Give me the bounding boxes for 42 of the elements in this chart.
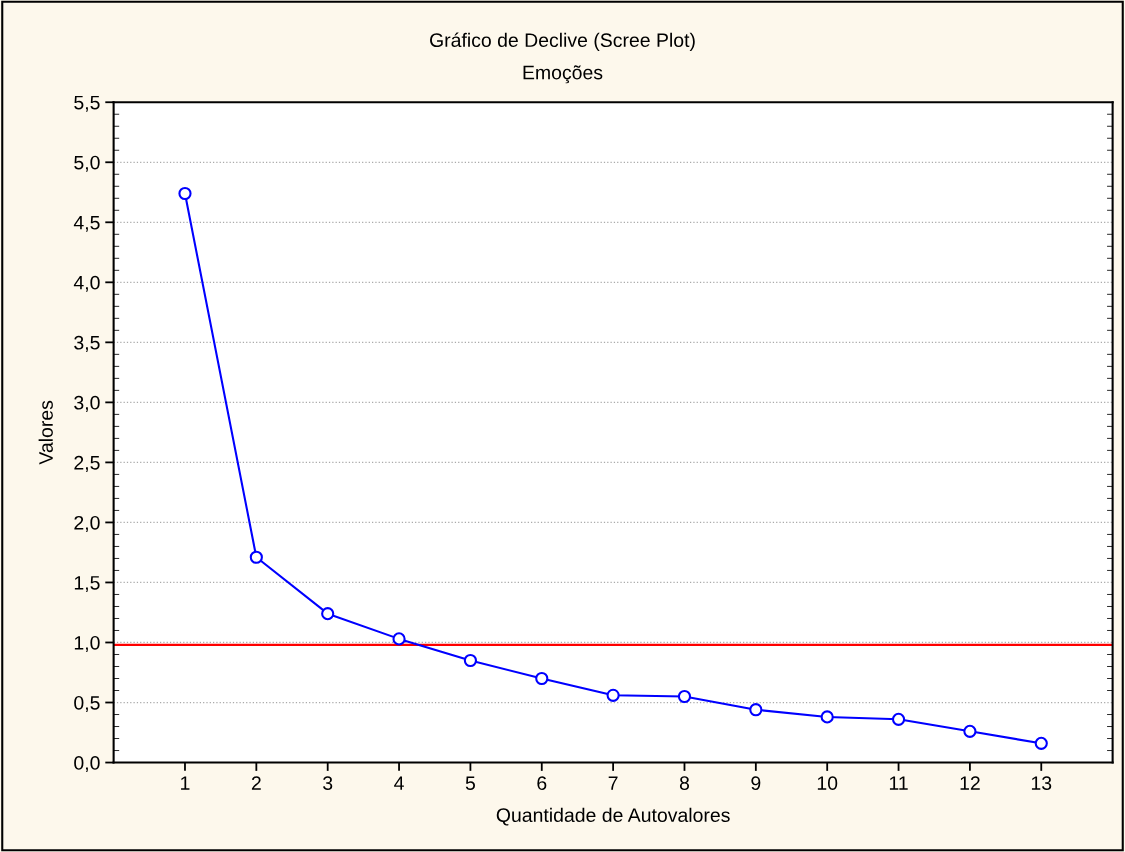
point: [963, 724, 977, 738]
x-tick-label: 12: [960, 776, 980, 790]
y-tick-label: 3,0: [74, 395, 100, 412]
point: [677, 689, 692, 704]
x-axis-title: Quantidade de Autovalores: [496, 807, 730, 826]
x-tick-label: 8: [679, 776, 690, 791]
x-tick-label: 3: [323, 776, 333, 791]
y-tick-label: 2,5: [74, 455, 100, 472]
point: [749, 703, 763, 717]
chart-subtitle: Emoções: [523, 65, 603, 84]
x-tick-label: 7: [608, 776, 618, 790]
x-tick-label: 10: [817, 776, 838, 791]
y-tick-label: 4,5: [73, 215, 100, 232]
y-tick-label: 5,0: [74, 155, 100, 172]
y-tick-label: 0,0: [74, 756, 100, 773]
y-tick-label: 4,0: [73, 275, 100, 292]
point: [178, 186, 192, 201]
x-tick-label: 13: [1031, 776, 1052, 791]
x-tick-label: 11: [889, 776, 908, 790]
x-tick-label: 4: [394, 776, 404, 790]
y-tick-label: 5,5: [74, 95, 100, 112]
x-tick-label: 6: [537, 776, 547, 791]
y-axis-title: Valores: [38, 400, 53, 465]
x-tick-label: 1: [181, 776, 190, 790]
point: [249, 550, 263, 564]
point: [535, 671, 549, 686]
y-tick-label: 3,5: [74, 335, 100, 352]
x-tick-label: 2: [251, 776, 261, 790]
point: [392, 632, 406, 646]
x-tick-label: 9: [751, 776, 761, 791]
y-tick-label: 1,0: [74, 635, 100, 653]
point: [820, 710, 834, 724]
point: [321, 607, 335, 621]
point: [891, 712, 906, 726]
point: [1034, 736, 1048, 750]
y-tick-label: 2,0: [74, 515, 100, 532]
y-tick-label: 1,5: [74, 576, 100, 592]
y-tick-label: 0,5: [74, 695, 100, 713]
point: [463, 653, 478, 668]
point: [606, 688, 620, 702]
chart-title: Gráfico de Declive (Scree Plot): [430, 32, 695, 51]
x-tick-label: 5: [465, 776, 475, 791]
